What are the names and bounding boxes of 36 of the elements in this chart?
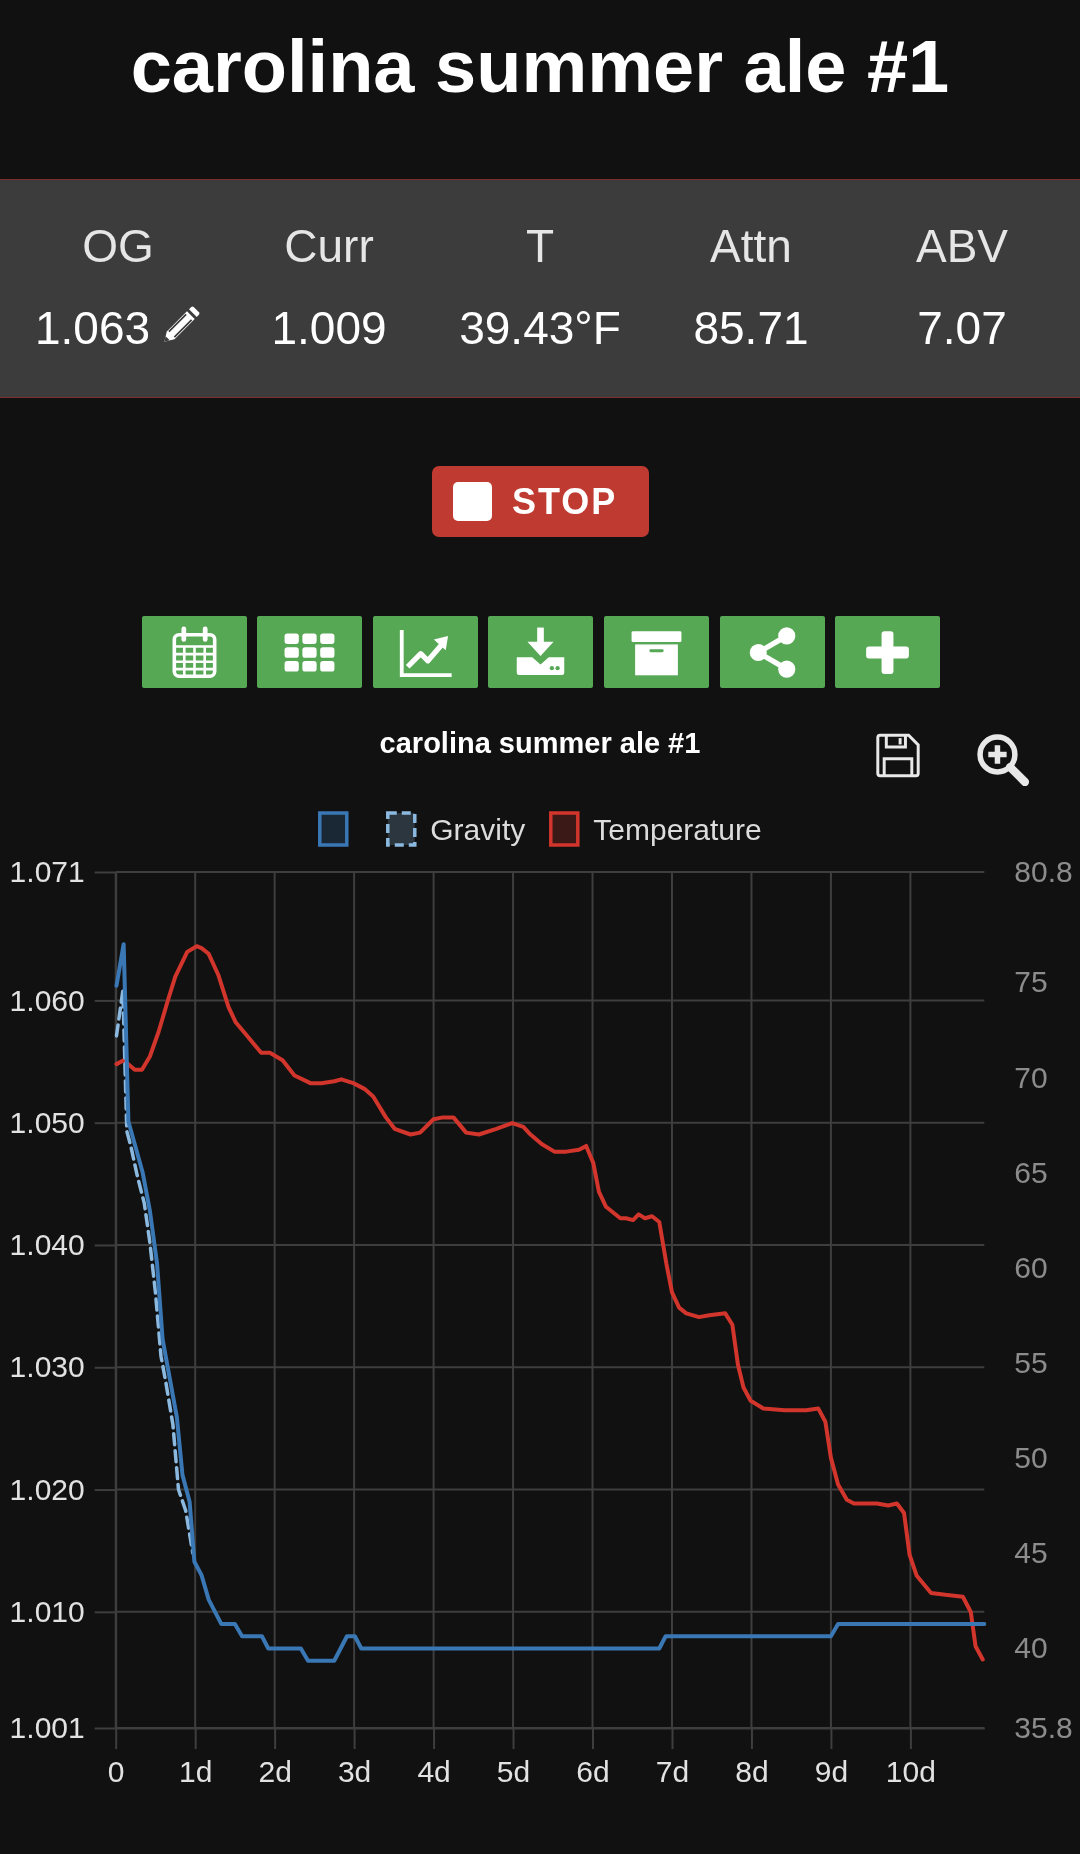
legend-label: Gravity [430,812,526,846]
y2-tick-label: 60 [1014,1250,1048,1284]
x-tick-label: 3d [337,1755,372,1789]
y2-tick-label: 80.8 [1014,855,1073,889]
y-tick-label: 1.060 [9,983,85,1017]
chart-title: carolina summer ale #1 [379,727,701,759]
y-tick-label: 1.020 [9,1472,85,1506]
x-tick-label: 10d [885,1755,936,1789]
y2-tick-label: 75 [1014,965,1048,999]
x-tick-label: 1d [178,1755,213,1789]
x-tick-label: 6d [576,1755,610,1789]
y2-tick-label: 40 [1014,1631,1048,1665]
stop-button: STOP [432,466,649,537]
y-tick-label: 1.030 [9,1350,85,1384]
text: carolina summer ale #1 [129,24,951,110]
y2-tick-label: 35.8 [1014,1711,1073,1745]
legend-label: Temperature [593,812,762,846]
y-tick-label: 1.050 [9,1105,85,1139]
y-tick-label: 1.071 [9,855,85,889]
y-tick-label: 1.010 [9,1594,85,1628]
line-series [114,988,195,1555]
x-tick-label: 8d [735,1755,769,1789]
stats-panel: OG 1.063 Curr 1.009 T 39.43°F Attn 85.71 ABV 7.07 [0,179,1080,398]
x-tick-label: 2d [258,1755,292,1789]
y2-tick-label: 55 [1014,1345,1048,1379]
x-tick-label: 9d [814,1755,849,1789]
y-tick-label: 1.001 [9,1711,85,1745]
x-tick-label: 4d [417,1755,451,1789]
y2-tick-label: 45 [1014,1536,1048,1570]
x-tick-label: 5d [496,1755,531,1789]
y2-tick-label: 70 [1014,1060,1048,1094]
x-tick-label: 7d [655,1755,690,1789]
y2-tick-label: 50 [1014,1440,1048,1474]
x-tick-label: 0 [107,1755,125,1789]
y2-tick-label: 65 [1014,1155,1048,1189]
y-tick-label: 1.040 [9,1228,85,1262]
